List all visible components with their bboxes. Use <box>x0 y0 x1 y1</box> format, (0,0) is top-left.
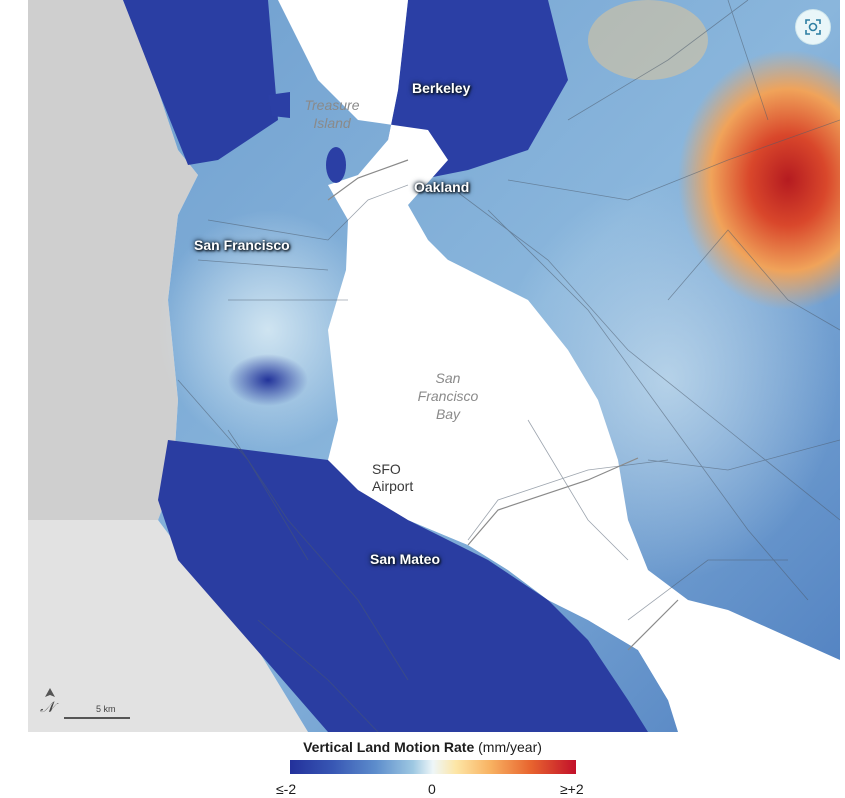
scale-bar-line <box>64 717 130 719</box>
north-symbol: 𝒩 <box>40 698 55 716</box>
bay-water <box>278 0 840 732</box>
legend-min-label: ≤-2 <box>276 781 297 797</box>
label-treasure-island-line1: Treasure <box>304 97 360 113</box>
image-lens-icon <box>805 19 821 35</box>
map-area: Berkeley Treasure Island Oakland San Fra… <box>28 0 840 732</box>
label-san-mateo: San Mateo <box>370 551 441 567</box>
legend-unit: (mm/year) <box>478 739 542 755</box>
label-treasure-island: Treasure Island <box>292 96 372 132</box>
legend-title-text: Vertical Land Motion Rate <box>303 739 475 755</box>
legend-max-label: ≥+2 <box>560 781 584 797</box>
legend-color-bar <box>290 760 576 774</box>
label-oakland: Oakland <box>414 179 470 195</box>
label-berkeley: Berkeley <box>412 80 471 96</box>
label-bay-line3: Bay <box>435 406 461 422</box>
north-arrow-icon <box>45 688 55 697</box>
map-graphic <box>28 0 840 732</box>
bridges <box>327 159 679 651</box>
label-sfo-airport: SFO Airport <box>372 461 413 495</box>
legend-title: Vertical Land Motion Rate (mm/year) <box>0 739 845 755</box>
image-lens-button[interactable] <box>796 10 830 44</box>
label-bay-line1: San <box>435 370 461 386</box>
label-sfo-line1: SFO <box>372 461 401 477</box>
treasure-island-shape <box>326 147 346 183</box>
road-network <box>177 0 840 732</box>
label-bay-line2: Francisco <box>417 388 479 404</box>
scale-bar-text: 5 km <box>96 704 116 714</box>
legend-mid-label: 0 <box>428 781 436 797</box>
label-san-francisco: San Francisco <box>194 237 290 253</box>
label-san-francisco-bay: San Francisco Bay <box>408 369 488 423</box>
label-treasure-island-line2: Island <box>313 115 351 131</box>
scale-bar-group: 𝒩 5 km <box>40 688 130 722</box>
label-sfo-line2: Airport <box>372 478 414 494</box>
